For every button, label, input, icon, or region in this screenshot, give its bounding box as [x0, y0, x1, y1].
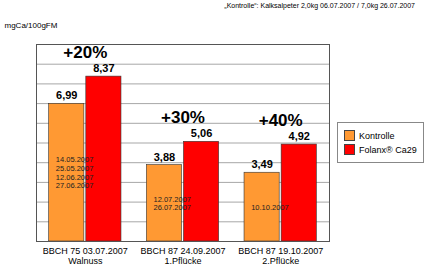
svg-text:4,92: 4,92 [289, 130, 310, 142]
svg-text:+40%: +40% [259, 111, 303, 130]
svg-text:5,06: 5,06 [191, 127, 212, 139]
svg-text:8,37: 8,37 [93, 62, 114, 74]
svg-text:mgCa/100gFM: mgCa/100gFM [5, 21, 58, 30]
html-text:Kontrolle: Kontrolle [359, 130, 395, 141]
html-text:Folanx® Ca29: Folanx® Ca29 [359, 144, 417, 155]
svg-text:12.07.200726.07.2007: 12.07.200726.07.2007 [153, 195, 191, 213]
svg-text:+30%: +30% [161, 108, 205, 127]
svg-text:6,99: 6,99 [56, 89, 77, 101]
svg-text:3,88: 3,88 [154, 151, 175, 163]
svg-text:BBCH 75 03.07.2007Walnuss: BBCH 75 03.07.2007Walnuss [43, 246, 128, 266]
svg-text:+20%: +20% [63, 43, 107, 62]
svg-text:BBCH 87 19.10.20072.Pflücke: BBCH 87 19.10.20072.Pflücke [238, 246, 323, 266]
svg-text:BBCH 87 24.09.20071.Pflücke: BBCH 87 24.09.20071.Pflücke [140, 246, 225, 266]
svg-text:3,49: 3,49 [251, 158, 272, 170]
svg-text:14.05.200725.05.200712.06.2007: 14.05.200725.05.200712.06.200727.06.2007 [56, 155, 94, 190]
svg-text:10.10.2007: 10.10.2007 [251, 203, 289, 212]
html-text:„Kontrolle“: Kalksalpeter 2,0k: „Kontrolle“: Kalksalpeter 2,0kg 06.07.20… [224, 2, 415, 9]
